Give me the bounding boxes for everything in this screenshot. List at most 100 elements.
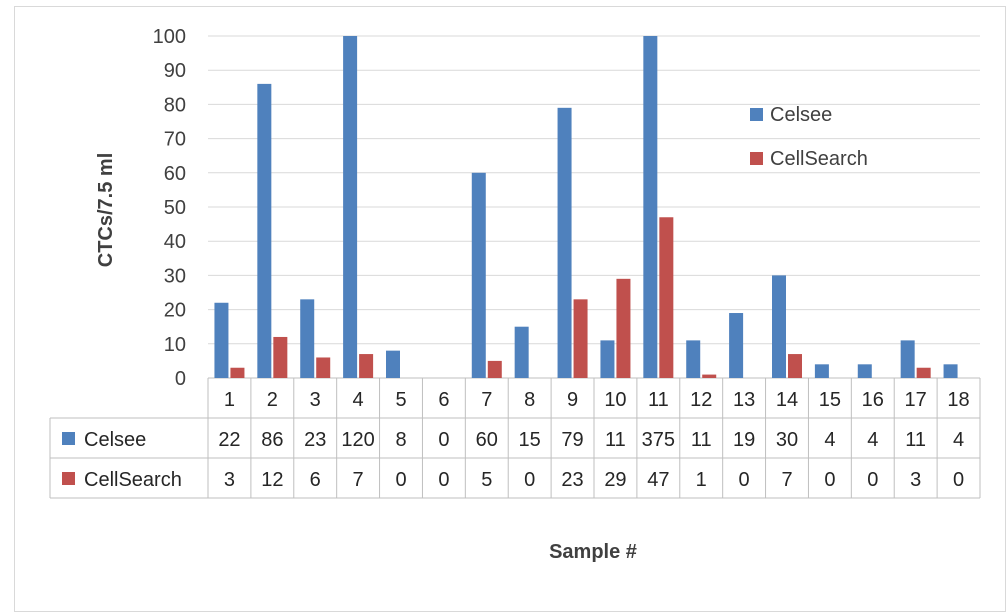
table-legend-key [62, 432, 75, 445]
bars [214, 36, 958, 378]
chart-frame [14, 6, 1006, 612]
data-label: 29 [604, 469, 626, 491]
data-label: 6 [310, 469, 321, 491]
data-label: 0 [395, 469, 406, 491]
data-label: 3 [224, 469, 235, 491]
x-tick-label: 14 [776, 389, 798, 411]
x-tick-label: 9 [567, 389, 578, 411]
data-label: 1 [696, 469, 707, 491]
bar-celsee-13 [729, 313, 744, 378]
data-label: 4 [953, 429, 964, 451]
x-tick-label: 1 [224, 389, 235, 411]
bar-celsee-12 [686, 340, 701, 378]
data-label: 22 [218, 429, 240, 451]
y-tick-label: 20 [164, 300, 186, 322]
data-label: 12 [261, 469, 283, 491]
y-axis-title: CTCs/7.5 ml [95, 153, 117, 267]
data-label: 86 [261, 429, 283, 451]
x-tick-label: 7 [481, 389, 492, 411]
bar-cellsearch-12 [702, 374, 717, 378]
data-label: 47 [647, 469, 669, 491]
y-tick-label: 80 [164, 94, 186, 116]
bar-cellsearch-17 [916, 367, 931, 378]
bar-celsee-14 [772, 275, 786, 378]
y-tick-label: 40 [164, 231, 186, 253]
table-legend-key [62, 472, 75, 485]
data-label: 0 [438, 469, 449, 491]
x-tick-label: 15 [819, 389, 841, 411]
y-axis-ticks: 0 10 20 30 40 50 60 70 80 90 100 [153, 26, 186, 390]
bar-celsee-15 [814, 364, 829, 378]
y-tick-label: 10 [164, 334, 186, 356]
x-tick-label: 6 [438, 389, 449, 411]
data-label: 19 [733, 429, 755, 451]
data-label: 120 [341, 429, 374, 451]
bar-cellsearch-11 [659, 217, 674, 378]
x-tick-label: 12 [690, 389, 712, 411]
data-label: 0 [438, 429, 449, 451]
y-tick-label: 60 [164, 163, 186, 185]
x-tick-label: 5 [395, 389, 406, 411]
bar-celsee-1 [214, 302, 229, 378]
data-label: 11 [691, 429, 712, 451]
y-tick-label: 100 [153, 26, 186, 48]
x-tick-label: 17 [905, 389, 927, 411]
bar-celsee-5 [386, 350, 400, 378]
legend-key-cellsearch [750, 152, 763, 165]
data-label: 79 [561, 429, 583, 451]
x-tick-label: 16 [862, 389, 884, 411]
data-label: 4 [867, 429, 878, 451]
x-tick-label: 2 [267, 389, 278, 411]
data-label: 0 [739, 469, 750, 491]
y-tick-label: 90 [164, 60, 186, 82]
bar-cellsearch-1 [230, 367, 245, 378]
data-label: 11 [905, 429, 926, 451]
bar-celsee-11 [643, 36, 658, 378]
y-tick-label: 30 [164, 265, 186, 287]
gridlines [208, 35, 980, 379]
bar-celsee-9 [557, 107, 572, 378]
data-label: 5 [481, 469, 492, 491]
data-label: 375 [642, 429, 675, 451]
legend-label: CellSearch [770, 148, 868, 170]
data-label: 23 [304, 429, 326, 451]
bar-cellsearch-3 [316, 357, 331, 378]
legend-key-celsee [750, 108, 763, 121]
data-label: 11 [605, 429, 626, 451]
bar-celsee-18 [943, 364, 958, 378]
bar-celsee-7 [471, 172, 486, 378]
bar-celsee-4 [343, 36, 358, 378]
x-tick-label: 10 [604, 389, 626, 411]
x-tick-label: 4 [353, 389, 364, 411]
bar-celsee-3 [300, 299, 315, 378]
bar-cellsearch-14 [788, 354, 802, 378]
x-tick-label: 8 [524, 389, 535, 411]
x-tick-label: 18 [947, 389, 969, 411]
x-axis-title: Sample # [549, 541, 637, 563]
data-label: 7 [781, 469, 792, 491]
bar-celsee-16 [857, 364, 872, 378]
data-label: 3 [910, 469, 921, 491]
data-label: 0 [953, 469, 964, 491]
y-tick-label: 70 [164, 129, 186, 151]
legend-label: Celsee [770, 104, 832, 126]
bar-cellsearch-10 [616, 278, 631, 378]
x-tick-label: 3 [310, 389, 321, 411]
data-label: 8 [395, 429, 406, 451]
data-label: 7 [353, 469, 364, 491]
bar-cellsearch-4 [359, 354, 374, 378]
bar-celsee-10 [600, 340, 615, 378]
table-row-label: CellSearch [84, 469, 182, 491]
x-tick-label: 13 [733, 389, 755, 411]
data-label: 0 [524, 469, 535, 491]
bar-celsee-2 [257, 83, 272, 378]
bar-celsee-17 [900, 340, 915, 378]
data-label: 60 [476, 429, 498, 451]
bar-cellsearch-7 [487, 360, 502, 378]
data-label: 30 [776, 429, 798, 451]
x-tick-label: 11 [648, 389, 669, 411]
bar-celsee-8 [514, 326, 529, 378]
y-tick-label: 50 [164, 197, 186, 219]
legend: Celsee CellSearch [750, 104, 868, 170]
